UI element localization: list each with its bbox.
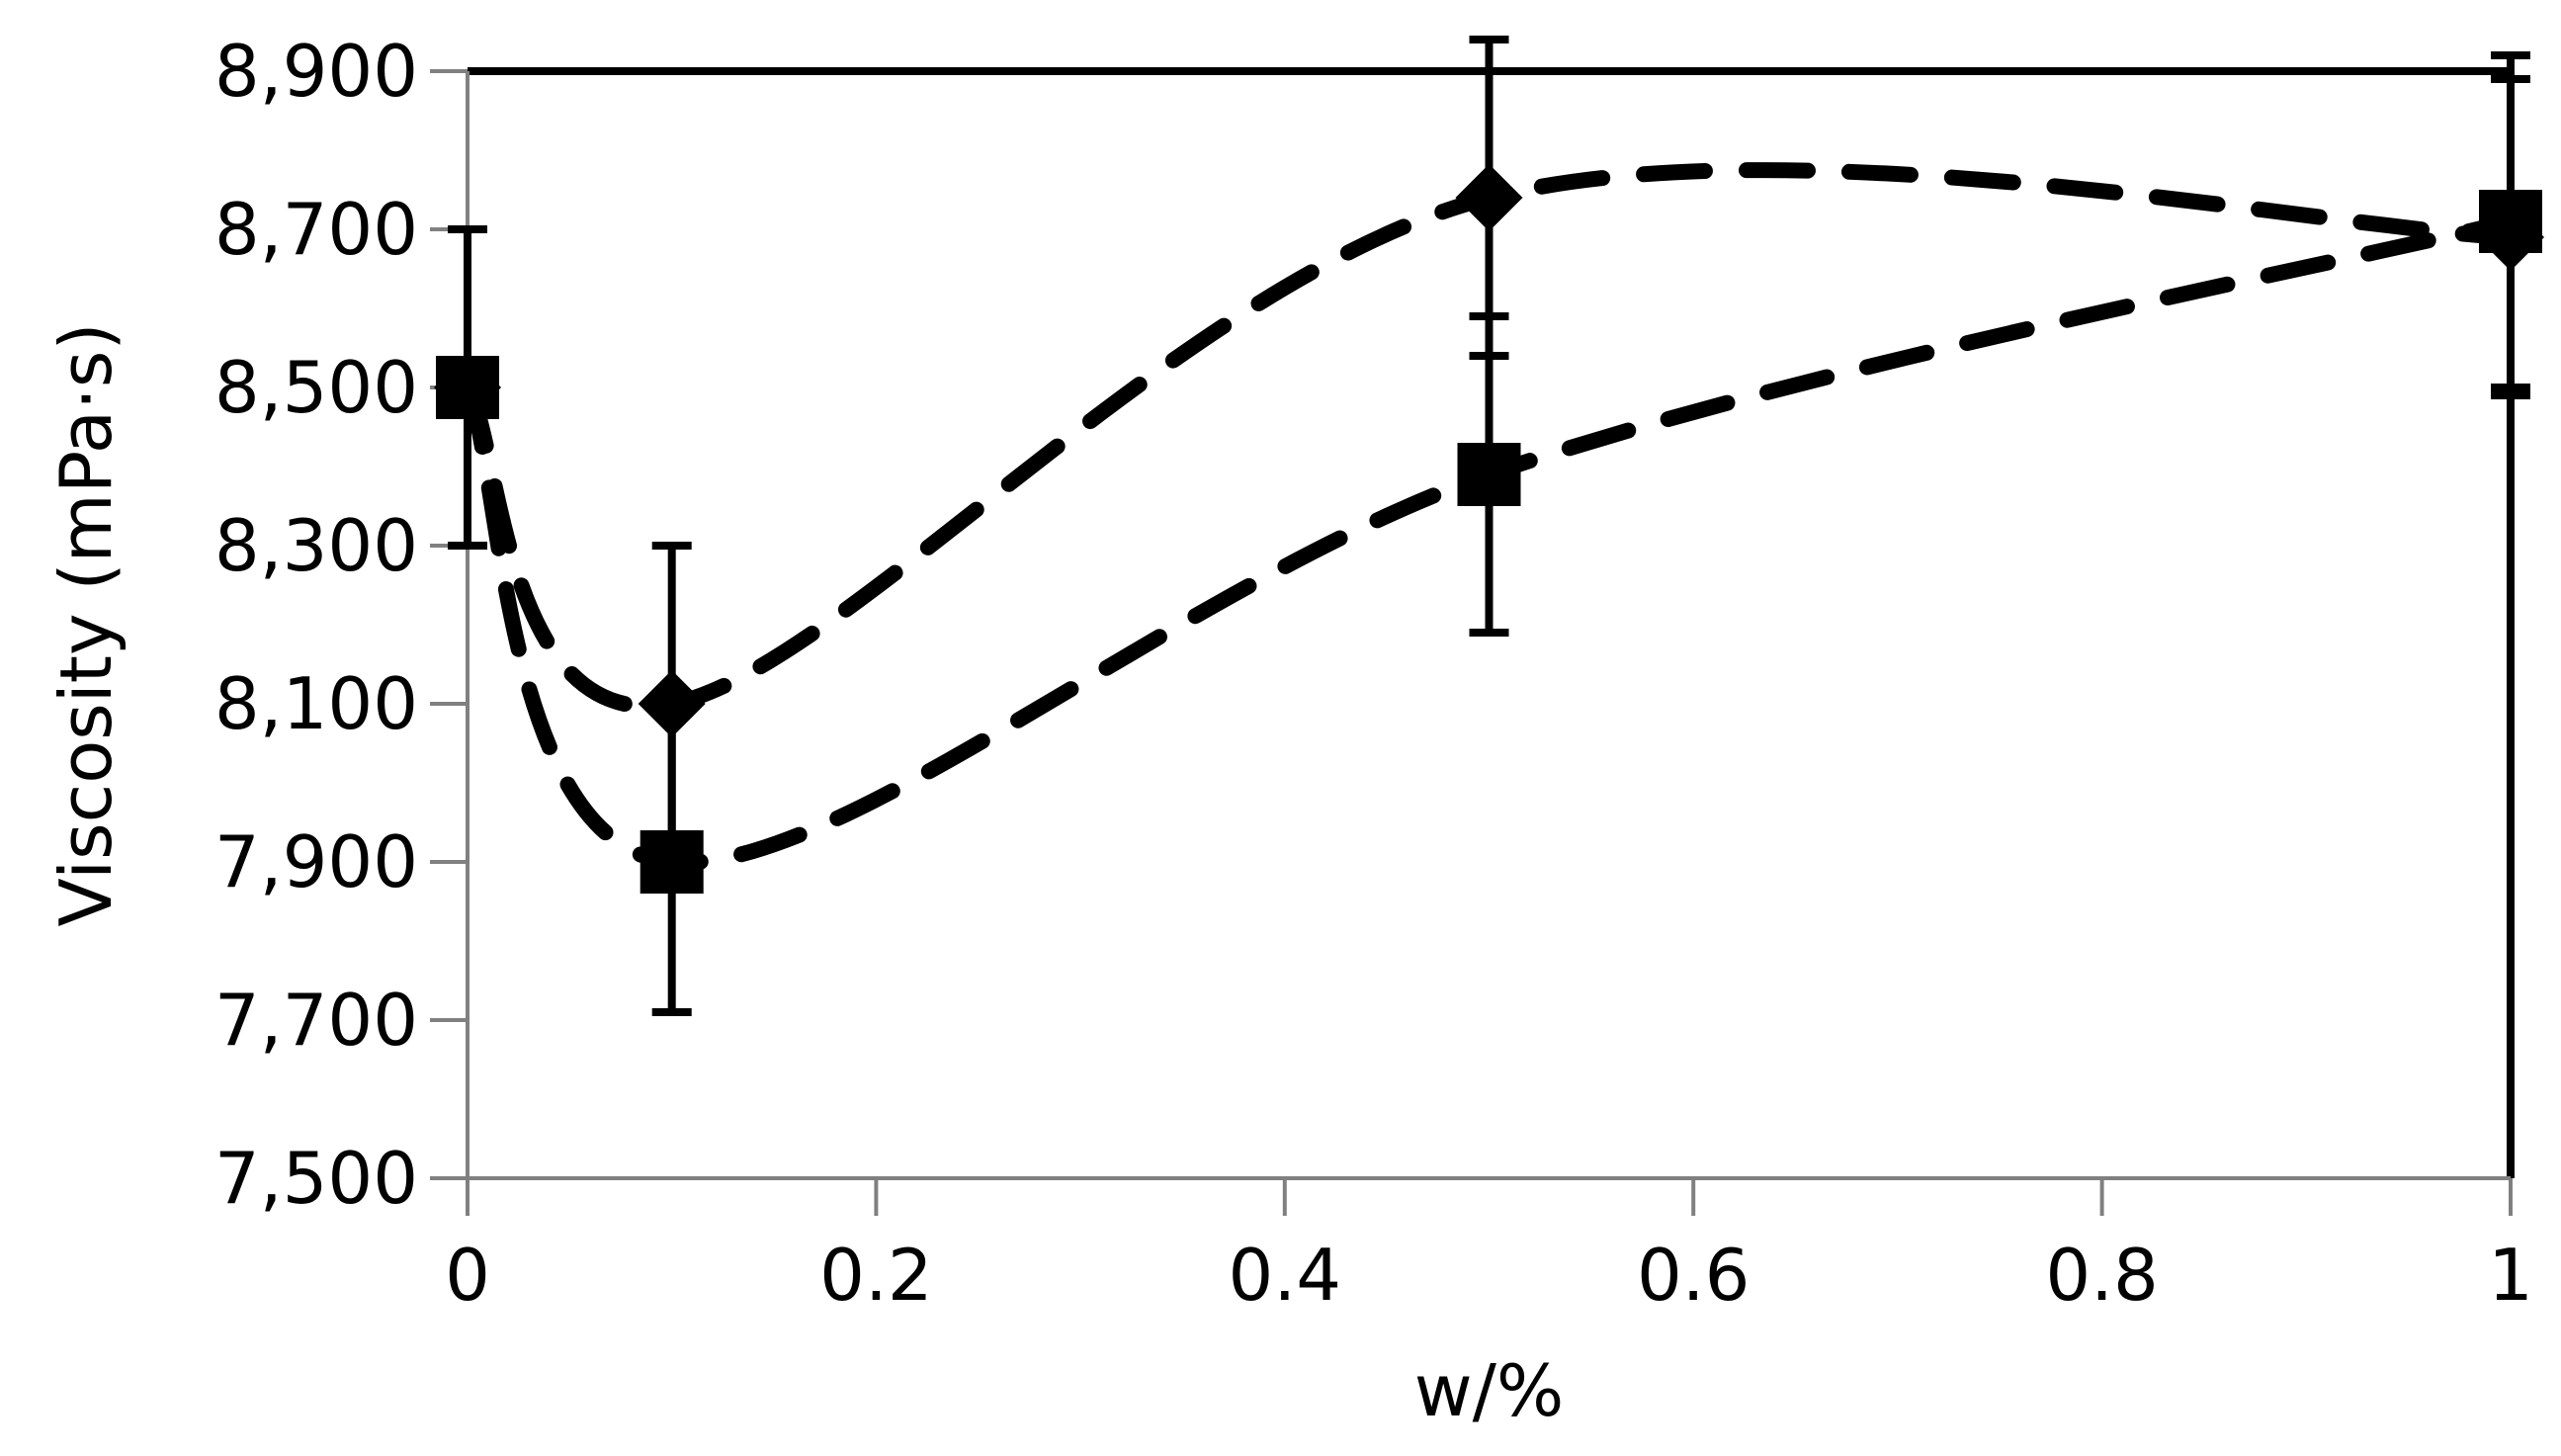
- x-tick-label: 0.8: [2045, 1234, 2159, 1317]
- y-tick-label: 8,700: [214, 188, 418, 271]
- y-tick-label: 7,900: [214, 820, 418, 903]
- diamond-marker: [1455, 164, 1523, 231]
- x-tick-label: 1: [2488, 1234, 2533, 1317]
- plot-series: [434, 36, 2544, 1016]
- x-tick-label: 0.6: [1637, 1234, 1750, 1317]
- square-marker: [2479, 190, 2542, 253]
- x-tick-label: 0.2: [819, 1234, 933, 1317]
- y-axis-title: Viscosity (mPa·s): [44, 322, 128, 926]
- y-tick-label: 8,500: [214, 346, 418, 429]
- series-line: [460, 162, 2518, 715]
- diamond-marker: [638, 670, 706, 737]
- y-tick-label: 8,900: [214, 30, 418, 113]
- x-axis-title: w/%: [1414, 1349, 1565, 1432]
- x-tick-label: 0.4: [1229, 1234, 1342, 1317]
- series-line: [460, 214, 2518, 871]
- x-tick-label: 0: [445, 1234, 490, 1317]
- square-marker: [640, 830, 704, 894]
- y-tick-label: 8,300: [214, 504, 418, 587]
- square-marker: [436, 356, 499, 419]
- y-tick-label: 7,700: [214, 979, 418, 1062]
- series-square: [436, 51, 2542, 1016]
- square-marker: [1457, 443, 1521, 506]
- axes: [430, 67, 2515, 1216]
- tick-labels: 7,500 7,700 7,900 8,100 8,300 8,500 8,700 8,900…: [214, 30, 2533, 1317]
- y-tick-label: 8,100: [214, 662, 418, 745]
- y-tick-label: 7,500: [214, 1137, 418, 1220]
